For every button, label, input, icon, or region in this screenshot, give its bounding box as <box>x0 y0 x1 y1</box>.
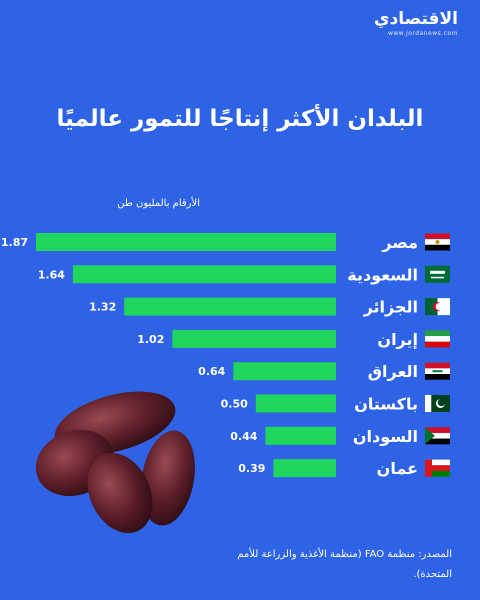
value-label-5: 0.50 <box>221 398 248 411</box>
brand-logo: الاقتصادي www.jordanews.com <box>338 8 458 42</box>
egypt-flag-icon <box>425 233 450 251</box>
value-label-2: 1.32 <box>89 301 116 314</box>
pakistan-flag-icon <box>425 395 450 412</box>
category-label-3: إيران <box>377 330 418 349</box>
oman-flag-icon <box>425 459 450 477</box>
bar-6 <box>265 426 336 445</box>
chart-title: البلدان الأكثر إنتاجًا للتمور عالميًا <box>56 106 424 132</box>
iran-flag-icon <box>425 330 450 348</box>
category-label-2: الجزائر <box>363 298 418 317</box>
category-label-6: السودان <box>353 427 418 446</box>
unit-label: الأرقام بالمليون طن <box>117 198 200 209</box>
bar-3 <box>172 329 336 348</box>
bar-4 <box>233 362 336 381</box>
value-label-7: 0.39 <box>238 462 265 475</box>
brand-url: www.jordanews.com <box>387 30 458 37</box>
category-label-7: عمان <box>377 459 418 478</box>
category-label-0: مصر <box>381 233 418 252</box>
value-label-4: 0.64 <box>198 365 225 378</box>
dates-illustration <box>35 391 195 534</box>
category-label-1: السعودية <box>347 265 418 284</box>
algeria-flag-icon <box>425 298 450 316</box>
value-label-1: 1.64 <box>38 268 65 281</box>
value-label-0: 1.87 <box>1 236 28 249</box>
bar-7 <box>273 459 336 478</box>
bar-0 <box>36 233 336 251</box>
source-note: المصدر: منظمة FAO (منظمة الأغذية والزراع… <box>237 549 452 580</box>
brand-name: الاقتصادي <box>374 9 458 29</box>
saudi-arabia-flag-icon <box>425 265 450 283</box>
category-label-4: العراق <box>368 362 418 381</box>
category-label-5: باكستان <box>354 395 418 414</box>
iraq-flag-icon <box>425 362 450 380</box>
bar-1 <box>72 265 336 284</box>
value-label-3: 1.02 <box>137 333 164 346</box>
sudan-flag-icon <box>425 427 450 445</box>
bar-2 <box>124 297 336 316</box>
bar-5 <box>255 394 336 413</box>
value-label-6: 0.44 <box>230 430 257 443</box>
